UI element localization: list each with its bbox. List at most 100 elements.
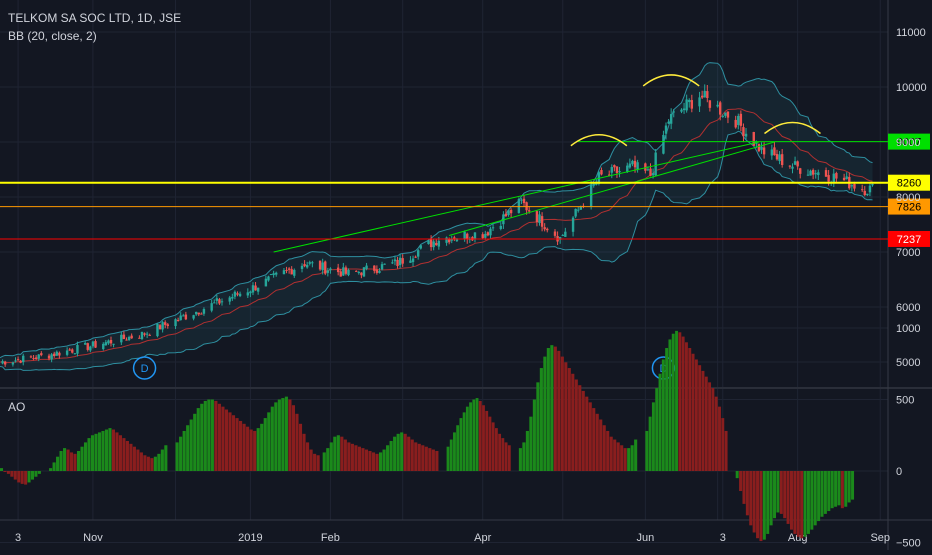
ao-bar	[13, 471, 17, 480]
candle-body	[19, 360, 22, 363]
ao-bar	[260, 423, 264, 471]
candle-body	[344, 267, 348, 274]
candle-body	[669, 114, 673, 124]
ao-bar	[52, 462, 56, 471]
ao-bar	[578, 385, 582, 471]
candle-body	[700, 95, 704, 98]
candle-body	[215, 298, 219, 301]
candle-body	[703, 90, 706, 98]
ao-bar	[627, 448, 631, 471]
candle-body	[148, 334, 151, 336]
candle-body	[321, 262, 324, 271]
candle-body	[775, 153, 779, 160]
ao-bar	[840, 471, 844, 509]
ao-bar	[564, 362, 568, 471]
ao-bar	[595, 413, 599, 471]
time-axis-tick: 3	[15, 532, 21, 544]
candle-body	[166, 324, 169, 326]
candle-body	[649, 168, 652, 176]
candle-body	[507, 210, 510, 216]
candle-body	[799, 168, 802, 174]
candle-body	[734, 119, 737, 128]
candle-body	[47, 355, 51, 359]
candle-body	[589, 184, 593, 207]
candle-body	[365, 265, 368, 269]
candle-body	[86, 343, 89, 350]
ao-bar	[704, 376, 708, 471]
candle-body	[574, 208, 577, 217]
price-axis-tick: 11000	[896, 27, 926, 39]
candle-body	[517, 199, 521, 213]
candle-body	[615, 166, 619, 174]
ao-bar	[277, 399, 281, 471]
time-axis-tick: Feb	[321, 532, 340, 544]
ao-bar	[536, 382, 540, 471]
candle-body	[40, 353, 43, 356]
ao-bar	[361, 448, 365, 471]
candle-body	[391, 262, 394, 264]
ao-bar	[242, 423, 246, 471]
candle-body	[809, 170, 812, 176]
candle-body	[269, 274, 273, 276]
candle-body	[249, 291, 252, 294]
trend-channel-line	[273, 141, 760, 253]
ao-bar	[671, 333, 675, 471]
ao-bar	[386, 445, 390, 471]
ao-bar	[830, 471, 834, 509]
ao-bar	[249, 429, 253, 471]
head-shoulders-arc	[642, 74, 700, 87]
candle-body	[778, 154, 781, 162]
candle-body	[850, 185, 854, 187]
ao-bar	[783, 471, 787, 519]
ao-bar	[393, 436, 397, 471]
candle-body	[336, 267, 340, 273]
ao-bar	[665, 348, 669, 471]
ao-bar	[364, 449, 369, 471]
candle-body	[179, 315, 182, 321]
candle-body	[411, 258, 415, 263]
ao-bar	[678, 332, 682, 471]
ao-bar	[357, 446, 361, 471]
candle-body	[73, 353, 77, 355]
ao-bar	[231, 415, 236, 471]
candle-body	[282, 270, 286, 275]
ao-bar	[522, 442, 526, 471]
candle-body	[664, 125, 668, 134]
ao-bar	[435, 450, 439, 471]
candle-body	[264, 278, 268, 287]
candle-body	[176, 319, 180, 321]
head-shoulders-arc	[764, 121, 821, 135]
ao-bar	[267, 412, 271, 471]
ao-bar	[97, 432, 102, 471]
ao-bar	[132, 446, 136, 471]
ao-bar	[786, 471, 790, 524]
ao-axis-tick: 0	[896, 466, 902, 478]
price-level-label-box	[888, 174, 930, 191]
ao-bar	[217, 403, 221, 471]
candle-body	[275, 272, 278, 275]
ao-bar	[446, 446, 450, 471]
candle-body	[445, 237, 448, 243]
candle-body	[91, 341, 95, 347]
ao-bar	[305, 442, 310, 471]
ao-bar	[27, 471, 31, 483]
price-level-label-box	[888, 198, 930, 215]
bb-upper-line	[0, 62, 873, 359]
time-axis-tick: 2019	[238, 532, 262, 544]
candle-group	[1, 84, 874, 367]
ao-bar	[769, 471, 773, 526]
ao-bar	[793, 471, 797, 534]
candle-body	[174, 319, 177, 327]
ao-bar	[246, 426, 250, 471]
ao-bar	[288, 399, 292, 471]
ao-bar	[698, 365, 702, 471]
price-axis-tick: 10000	[896, 82, 927, 94]
candle-body	[53, 353, 56, 357]
ao-bar	[485, 410, 489, 471]
ao-bar	[721, 418, 725, 471]
candle-body	[246, 292, 250, 296]
ao-bar	[403, 433, 407, 471]
candle-body	[504, 213, 508, 217]
